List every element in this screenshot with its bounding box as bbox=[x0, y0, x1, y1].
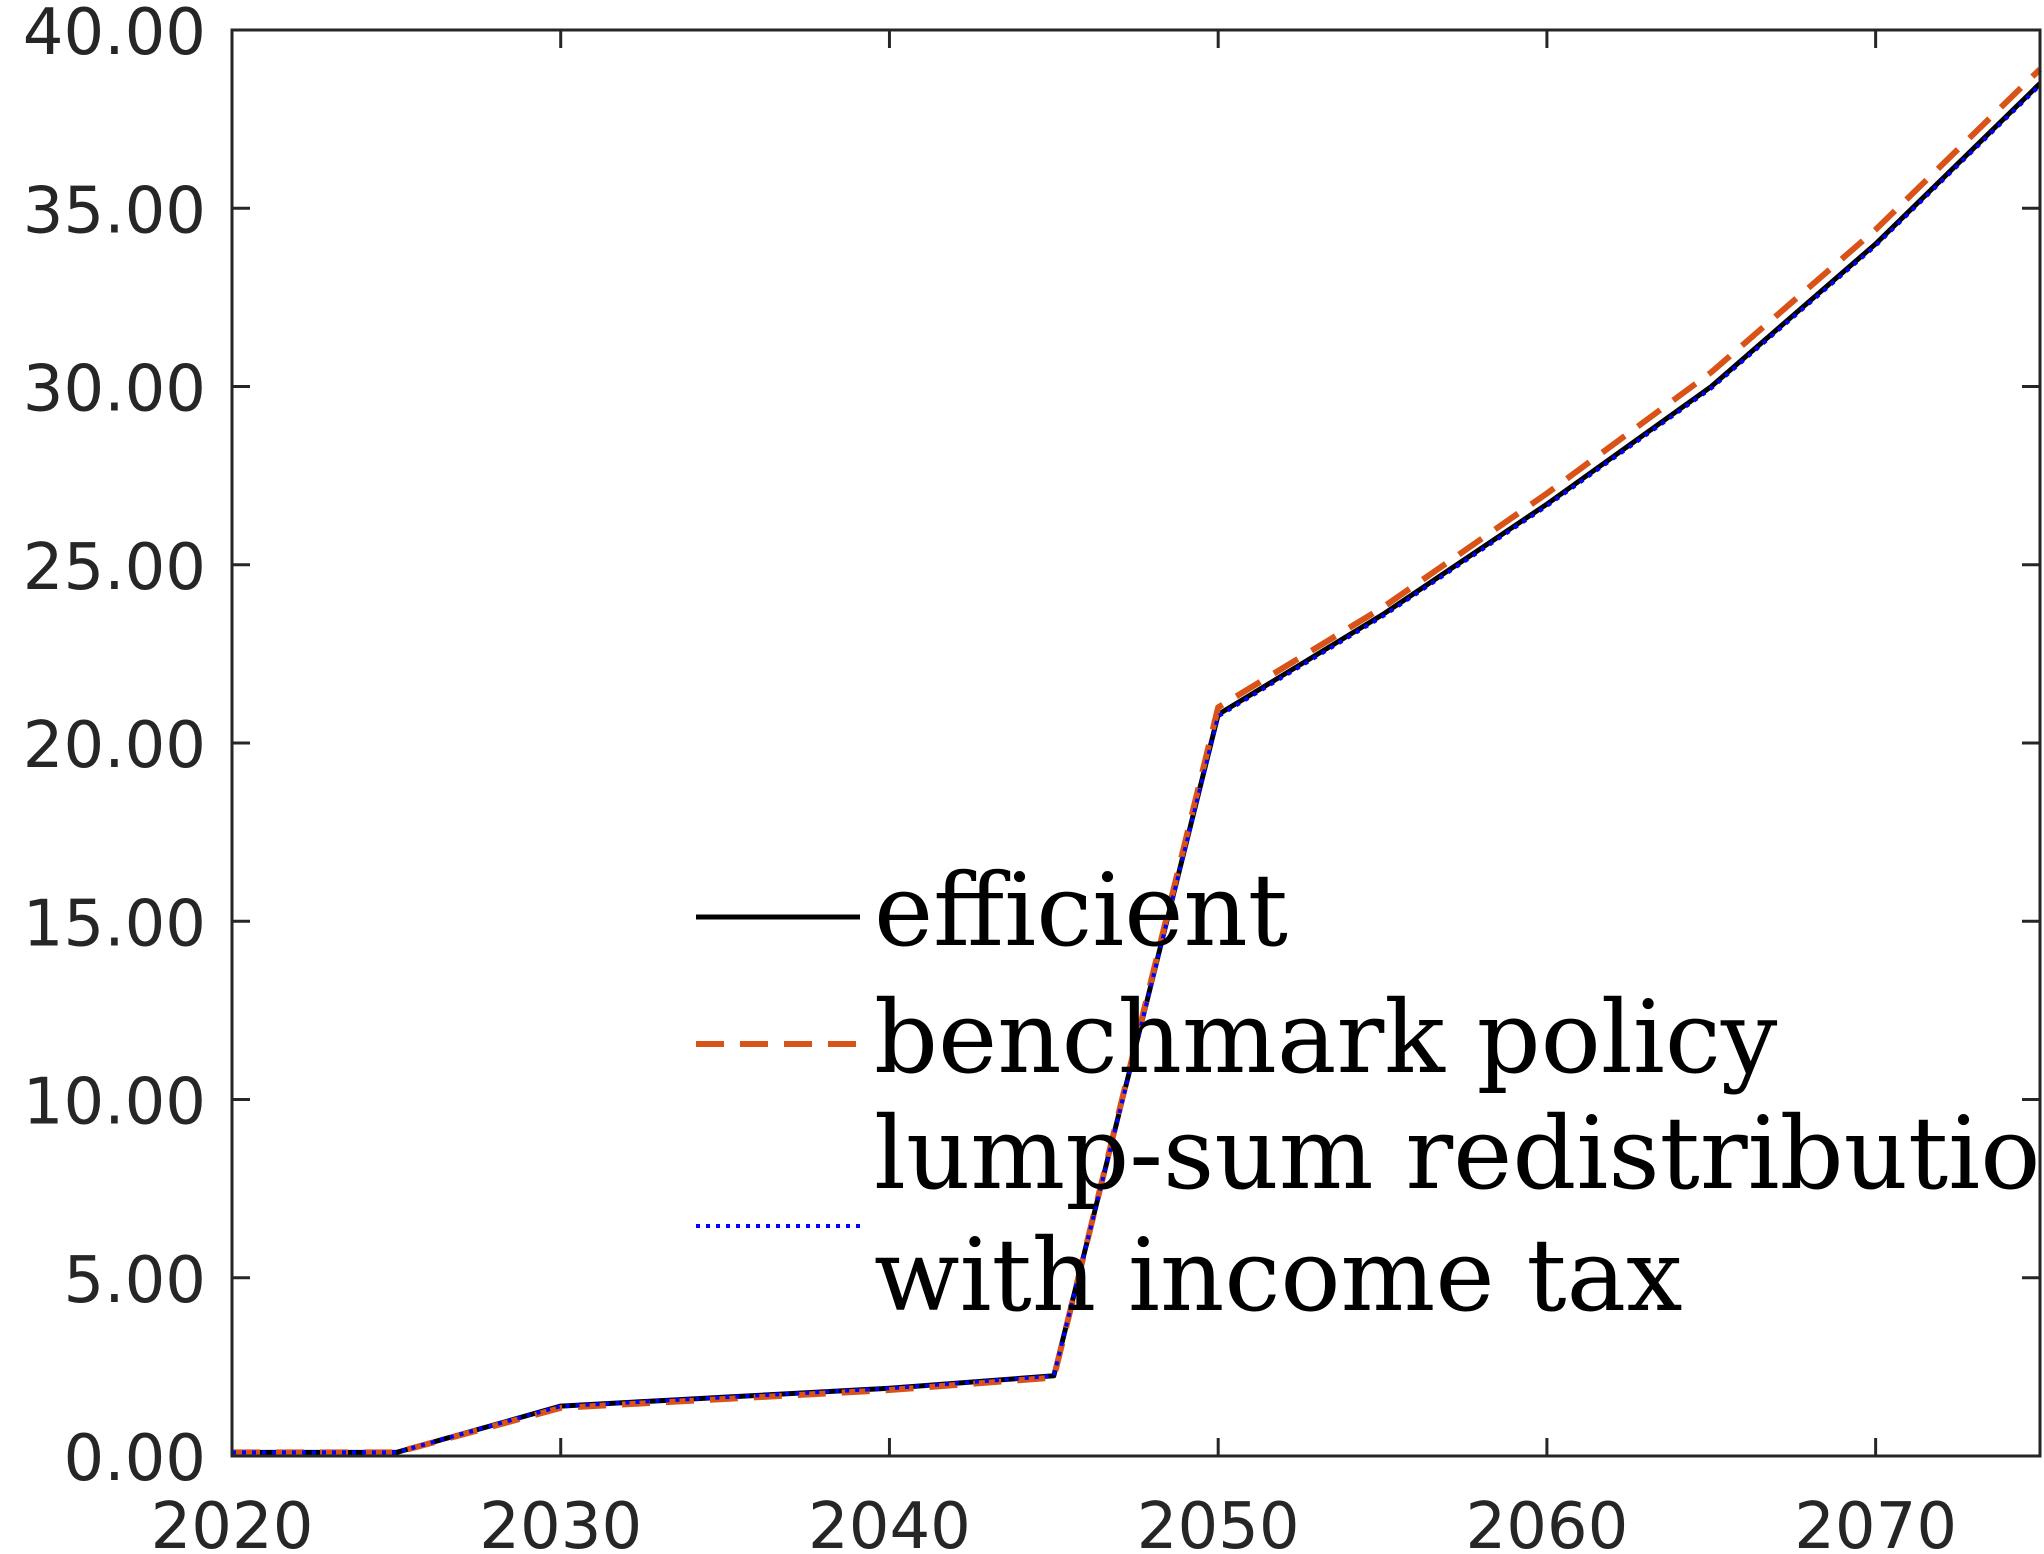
x-tick-label: 2040 bbox=[808, 1490, 971, 1554]
y-tick-label: 15.00 bbox=[23, 887, 206, 961]
x-tick-label: 2030 bbox=[479, 1490, 642, 1554]
series-lines bbox=[232, 67, 2043, 1456]
y-tick-label: 35.00 bbox=[23, 174, 206, 248]
x-tick-label: 2050 bbox=[1137, 1490, 1300, 1554]
x-tick-label: 2020 bbox=[151, 1490, 314, 1554]
y-tick-label: 20.00 bbox=[23, 709, 206, 783]
legend-label-lump-sum-line-2: with income tax bbox=[874, 1217, 1683, 1334]
x-tick-label: 2060 bbox=[1465, 1490, 1628, 1554]
y-tick-label: 5.00 bbox=[64, 1244, 207, 1318]
legend-label-efficient: efficient bbox=[874, 852, 1288, 969]
y-axis-tick-labels: 0.00 5.00 10.00 15.00 20.00 25.00 30.00 35.00 40… bbox=[23, 0, 206, 1496]
x-axis-tick-labels: 2020 2030 2040 2050 2060 2070 bbox=[151, 1490, 1958, 1554]
y-tick-label: 0.00 bbox=[64, 1422, 207, 1496]
x-tick-label: 2070 bbox=[1794, 1490, 1957, 1554]
legend-label-lump-sum-line-1: lump-sum redistribution bbox=[874, 1095, 2044, 1212]
plot-frame bbox=[230, 28, 2042, 1458]
y-tick-label: 40.00 bbox=[23, 0, 206, 70]
y-tick-label: 25.00 bbox=[23, 531, 206, 605]
legend: efficient benchmark policy lump-sum redi… bbox=[696, 852, 2044, 1334]
y-tick-label: 10.00 bbox=[23, 1066, 206, 1140]
y-tick-label: 30.00 bbox=[23, 353, 206, 427]
legend-label-benchmark-policy: benchmark policy bbox=[874, 979, 1778, 1096]
